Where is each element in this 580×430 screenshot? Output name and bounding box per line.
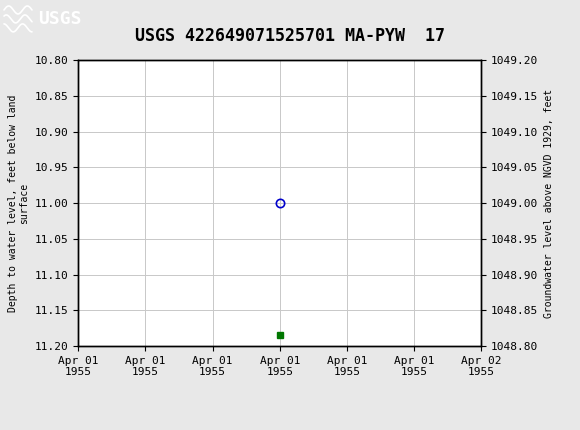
Text: USGS: USGS bbox=[38, 10, 82, 28]
Y-axis label: Groundwater level above NGVD 1929, feet: Groundwater level above NGVD 1929, feet bbox=[544, 89, 554, 318]
Y-axis label: Depth to water level, feet below land
surface: Depth to water level, feet below land su… bbox=[8, 95, 29, 312]
Text: USGS 422649071525701 MA-PYW  17: USGS 422649071525701 MA-PYW 17 bbox=[135, 27, 445, 45]
